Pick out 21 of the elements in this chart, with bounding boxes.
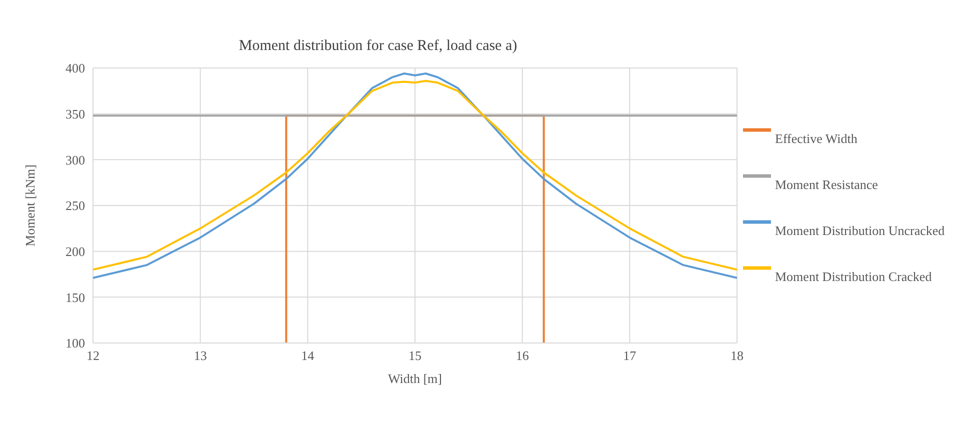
x-tick-label: 12	[86, 348, 100, 364]
y-tick-label: 150	[66, 290, 85, 305]
y-axis-title: Moment [kNm]	[22, 164, 38, 246]
legend-label: Moment Distribution Cracked	[775, 268, 932, 286]
y-tick-label: 300	[66, 152, 85, 168]
y-tick-label: 250	[66, 198, 85, 214]
legend-label: Effective Width	[775, 130, 858, 148]
x-tick-label: 18	[730, 348, 744, 364]
y-tick-label: 400	[66, 60, 85, 76]
x-tick-label: 14	[301, 348, 315, 364]
y-tick-label: 350	[66, 106, 85, 122]
x-tick-label: 16	[516, 348, 530, 364]
x-tick-label: 15	[408, 348, 422, 364]
x-axis-title: Width [m]	[388, 371, 442, 386]
y-tick-label: 200	[66, 244, 85, 259]
chart-title: Moment distribution for case Ref, load case a)	[238, 38, 518, 55]
y-tick-label: 100	[66, 336, 85, 351]
x-tick-label: 17	[623, 348, 637, 364]
x-tick-label: 13	[194, 348, 207, 364]
legend-label: Moment Distribution Uncracked	[775, 222, 945, 240]
legend-label: Moment Resistance	[775, 176, 878, 194]
